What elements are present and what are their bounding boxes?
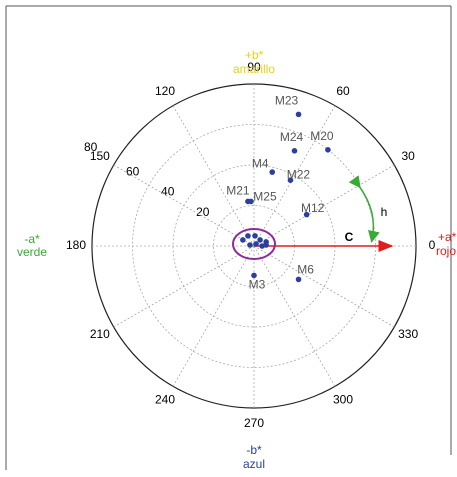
- point: [325, 147, 331, 153]
- axis-label: -a*: [24, 232, 40, 246]
- axis-label: -b*: [246, 443, 262, 457]
- point: [257, 237, 263, 243]
- theta-tick-label: 210: [90, 327, 110, 341]
- point: [291, 148, 298, 154]
- cluster-ellipse: [232, 228, 276, 260]
- point: [295, 276, 302, 283]
- r-tick-label: 60: [126, 164, 140, 178]
- point: [240, 237, 246, 243]
- point-label: M6: [297, 263, 314, 277]
- point-label: M3: [249, 278, 266, 292]
- r-tick-label: 20: [196, 205, 210, 219]
- spoke: [253, 245, 395, 328]
- spoke: [113, 164, 255, 247]
- point: [248, 198, 254, 205]
- point-label: M25: [253, 190, 277, 204]
- theta-tick-label: 150: [90, 149, 110, 163]
- point-label: M20: [310, 129, 334, 143]
- theta-tick-label: 240: [155, 392, 175, 406]
- axis-label: rojo: [436, 244, 456, 258]
- theta-tick-label: 300: [333, 392, 353, 406]
- point-label: M4: [252, 156, 269, 170]
- theta-tick-label: 60: [336, 84, 350, 98]
- point: [251, 272, 257, 279]
- spoke: [253, 245, 336, 387]
- point-label: M24: [280, 130, 304, 144]
- point-label: M23: [275, 94, 299, 108]
- theta-tick-label: 90: [247, 60, 261, 74]
- spoke: [113, 245, 255, 328]
- theta-tick-label: 270: [244, 416, 264, 430]
- point: [263, 242, 269, 248]
- theta-tick-label: 30: [401, 149, 415, 163]
- hue-arc: [348, 175, 380, 243]
- point-label: M22: [287, 167, 311, 181]
- spoke: [253, 164, 395, 247]
- spoke: [172, 245, 255, 387]
- axis-label: amarillo: [233, 62, 275, 76]
- point: [247, 242, 253, 248]
- hue-label: h: [381, 205, 388, 219]
- point: [295, 111, 302, 118]
- chroma-label: C: [345, 230, 354, 244]
- axis-label: verde: [17, 245, 47, 259]
- axis-label: azul: [243, 457, 265, 471]
- spoke: [253, 105, 336, 247]
- point: [303, 211, 310, 218]
- point-label: M12: [301, 201, 325, 215]
- point: [252, 233, 258, 239]
- axis-label: +b*: [245, 48, 264, 62]
- point: [287, 177, 294, 183]
- theta-tick-label: 330: [398, 327, 418, 341]
- r-tick-label: 80: [84, 140, 98, 154]
- point-label: M21: [226, 184, 250, 198]
- r-tick-label: 40: [161, 185, 175, 199]
- axis-label: +a*: [438, 230, 457, 244]
- point: [245, 233, 251, 239]
- spoke: [172, 105, 255, 247]
- point: [269, 169, 276, 175]
- theta-tick-label: 0: [429, 238, 436, 252]
- theta-tick-label: 120: [155, 84, 175, 98]
- point: [253, 241, 259, 247]
- theta-tick-label: 180: [66, 238, 86, 252]
